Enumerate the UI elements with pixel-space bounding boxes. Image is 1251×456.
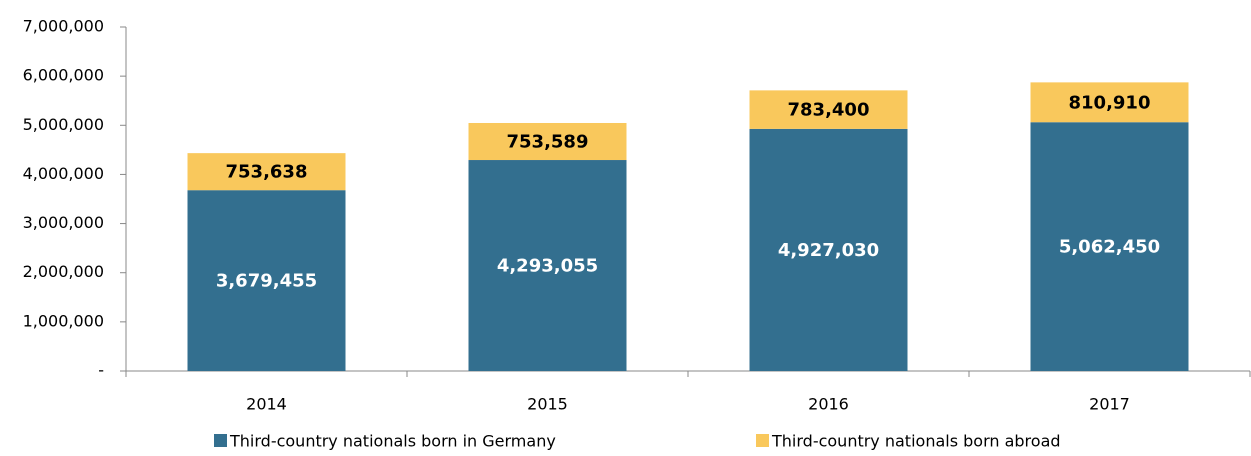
y-tick-label: 1,000,000: [23, 311, 104, 330]
bar-segment: [1030, 82, 1189, 123]
data-label: 753,589: [507, 132, 589, 153]
y-tick-label: 5,000,000: [23, 115, 104, 134]
x-tick-label: 2016: [808, 395, 849, 414]
data-label: 3,679,455: [216, 271, 317, 292]
x-tick-label: 2014: [246, 395, 287, 414]
bar-segment: [1030, 122, 1189, 372]
x-tick-label: 2017: [1089, 395, 1130, 414]
y-tick-label: 6,000,000: [23, 66, 104, 85]
legend-swatch: [214, 434, 227, 447]
legend-label: Third-country nationals born in Germany: [229, 432, 556, 451]
bar-segment: [468, 122, 627, 161]
bar-segment: [187, 190, 346, 371]
data-label: 783,400: [788, 100, 870, 121]
data-label: 753,638: [226, 162, 308, 183]
legend-swatch: [756, 434, 769, 447]
data-label: 4,927,030: [778, 240, 879, 261]
data-label: 4,293,055: [497, 256, 598, 277]
y-tick-label: 3,000,000: [23, 213, 104, 232]
bar-segment: [187, 153, 346, 191]
x-tick-label: 2015: [527, 395, 568, 414]
data-label: 810,910: [1069, 92, 1151, 113]
y-tick-label: 7,000,000: [23, 17, 104, 36]
bar-segment: [749, 90, 908, 129]
y-tick-label: -: [98, 361, 104, 380]
bar-segment: [749, 128, 908, 371]
legend-label: Third-country nationals born abroad: [771, 432, 1061, 451]
bar-segment: [468, 160, 627, 371]
data-label: 5,062,450: [1059, 237, 1160, 258]
y-tick-label: 4,000,000: [23, 164, 104, 183]
y-tick-label: 2,000,000: [23, 262, 104, 281]
